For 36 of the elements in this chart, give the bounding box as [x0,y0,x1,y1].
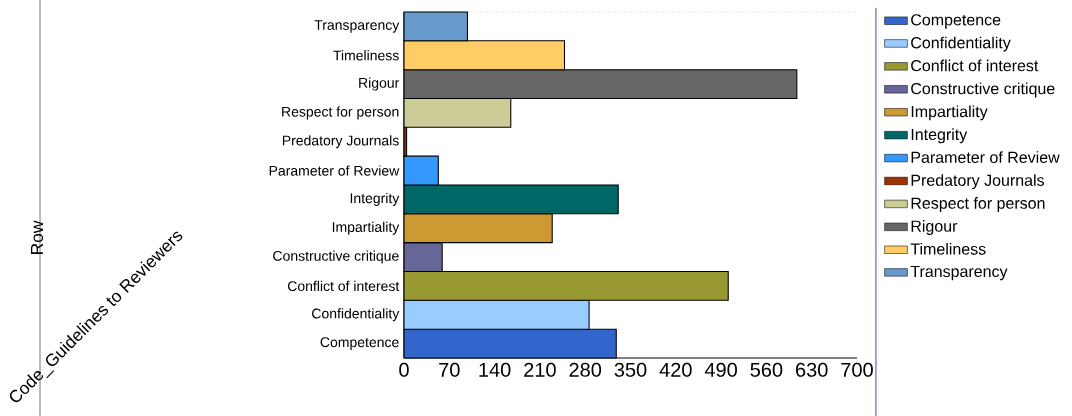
x-tick-label: 560 [750,362,783,377]
legend-label: Confidentiality [911,36,1011,52]
y-tick-label: Transparency [314,20,400,33]
y-tick-label: Impartiality [332,221,400,235]
y-tick-label: Competence [320,337,399,350]
y-tick-label: Conflict of interest [287,280,400,292]
x-tick-label: 70 [439,362,460,377]
y-tick-label: Timeliness [333,50,399,61]
x-tick-label: 280 [569,362,602,377]
x-tick-label: 700 [841,362,873,377]
x-tick-label: 630 [796,362,828,377]
text: Row [30,220,44,254]
x-tick-label: 140 [479,362,511,377]
legend-label: Conflict of interest [911,59,1039,72]
legend-label: Parameter of Review [911,151,1060,164]
y-tick-label: Confidentiality [312,308,400,322]
x-tick-label: 0 [399,362,409,377]
y-tick-label: Respect for person [282,106,399,120]
y-tick-label: Predatory Journals [282,135,399,149]
legend-label: Impartiality [911,105,988,121]
legend-label: Integrity [911,128,968,144]
y-tick-label: Rigour [359,77,400,91]
legend-label: Competence [911,14,1001,29]
x-tick-label: 210 [524,362,556,377]
y-tick-label: Constructive critique [273,250,399,264]
x-tick-label: 490 [704,362,737,377]
y-tick-label: Integrity [350,192,400,206]
legend-label: Respect for person [911,197,1045,213]
legend-label: Constructive critique [911,82,1055,98]
y-tick-label: Parameter of Review [269,165,400,176]
legend-label: Timeliness [910,242,986,255]
x-tick-label: 420 [659,362,692,377]
legend-label: Transparency [910,265,1008,281]
legend-label: Predatory Journals [911,174,1044,190]
x-tick-label: 350 [614,362,647,377]
legend-label: Rigour [911,220,958,235]
